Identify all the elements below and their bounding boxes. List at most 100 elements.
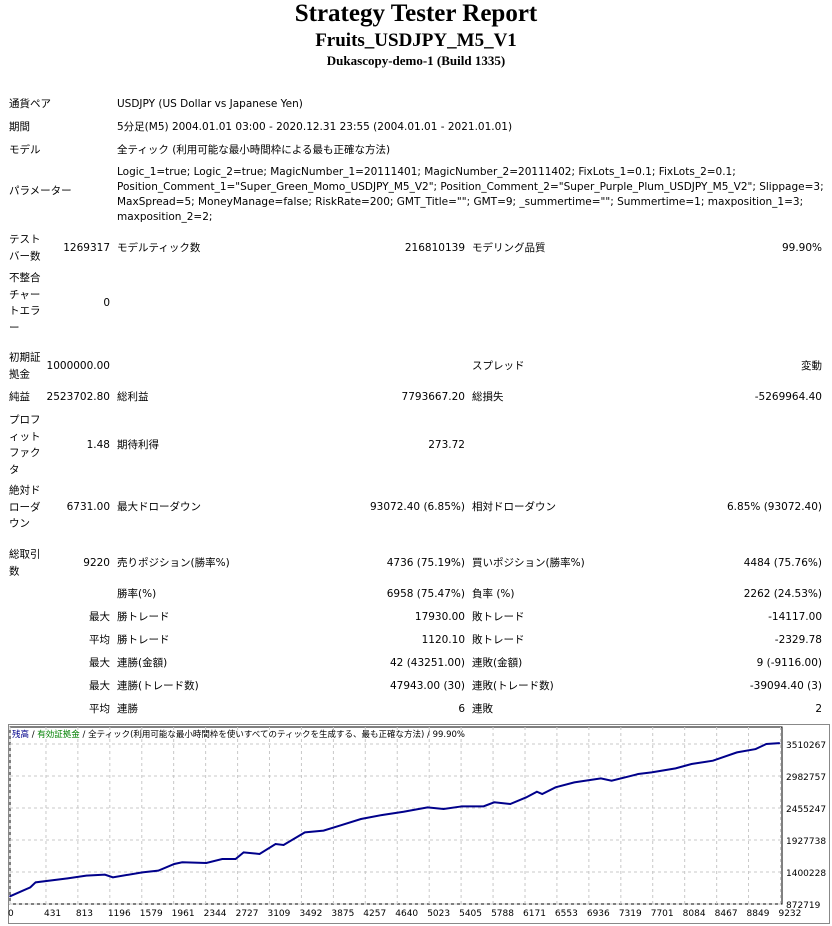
row-label-2: 勝トレード: [117, 611, 170, 623]
pf-value-2: 273.72: [428, 439, 465, 451]
pf-label: プロフィットファクタ: [9, 414, 41, 476]
row-value-2: 6: [458, 703, 465, 715]
y-tick-label: 1927738: [786, 837, 826, 847]
row-label-2: 連勝: [117, 703, 138, 715]
net-value: 2523702.80: [46, 391, 110, 403]
x-tick-label: 4257: [363, 909, 386, 919]
balance-point: [9, 895, 11, 898]
balance-point: [205, 862, 208, 864]
balance-chart: 0 431 813 1196 1579 1961 2344 2727 3109 3492 3875 4…: [8, 724, 830, 924]
balance-point: [322, 829, 325, 832]
model-label: モデル: [9, 143, 41, 156]
trades-label: 総取引数: [9, 548, 41, 578]
trades-label-3: 買いポジション(勝率%): [472, 557, 585, 569]
balance-point: [304, 831, 306, 834]
x-tick-label: 5023: [427, 909, 450, 919]
balance-point: [181, 861, 184, 864]
balance-point: [637, 773, 639, 775]
x-tick-label: 8084: [683, 909, 706, 919]
x-tick-label: 6171: [523, 909, 546, 919]
balance-point: [493, 801, 496, 804]
x-tick-label: 1579: [140, 909, 163, 919]
pf-label-2: 期待利得: [117, 439, 159, 451]
parameters-line: MaxSpread=5; MoneyManage=false; RiskRate…: [117, 196, 804, 208]
x-tick-label: 6553: [555, 909, 578, 919]
row-value-2: 47943.00 (30): [390, 680, 465, 692]
row-value-2: 42 (43251.00): [390, 657, 465, 669]
mismatch-label: 不整合チャートエラー: [9, 272, 41, 334]
symbol-label: 通貨ペア: [9, 97, 51, 110]
parameters-line: maxposition_2=2;: [117, 211, 213, 223]
balance-point: [690, 763, 693, 765]
x-tick-label: 431: [44, 909, 61, 919]
row-label-3: 負率 (%): [472, 588, 515, 600]
row-value-2: 1120.10: [421, 634, 465, 646]
balance-point: [573, 781, 576, 784]
x-tick-label: 7701: [651, 909, 674, 919]
legend-sep: /: [29, 730, 37, 740]
x-tick-label: 4640: [395, 909, 418, 919]
symbol-value: USDJPY (US Dollar vs Japanese Yen): [117, 98, 303, 110]
balance-point: [66, 877, 69, 880]
row-prefix: 最大: [89, 680, 110, 692]
x-tick-label: 2344: [204, 909, 227, 919]
dd-value-3: 6.85% (93072.40): [727, 501, 822, 513]
balance-point: [141, 871, 144, 874]
x-tick-label: 5788: [491, 909, 514, 919]
x-tick-label: 3109: [267, 909, 290, 919]
balance-point: [282, 844, 285, 846]
period-value: 5分足(M5) 2004.01.01 03:00 - 2020.12.31 23…: [117, 121, 513, 133]
y-tick-label: 3510267: [786, 741, 826, 751]
row-prefix: 最大: [89, 611, 110, 623]
x-tick-label: 5405: [459, 909, 482, 919]
row-value-3: 9 (-9116.00): [756, 657, 822, 669]
balance-line: [9, 742, 780, 898]
trades-value-3: 4484 (75.76%): [743, 557, 822, 569]
dd-value: 6731.00: [66, 501, 110, 513]
bars-label-3: モデリング品質: [472, 242, 546, 254]
deposit-label-3: スプレッド: [472, 360, 525, 372]
balance-point: [112, 876, 114, 879]
y-tick-label: 1400228: [786, 869, 826, 879]
pf-value: 1.48: [86, 439, 110, 451]
balance-point: [34, 881, 37, 884]
balance-point: [525, 796, 528, 799]
balance-point: [258, 853, 261, 855]
chart-legend: 残高 / 有効証拠金 / 全ティック(利用可能な最小時間枠を使いすべてのティック…: [12, 729, 465, 740]
report-title: Strategy Tester Report: [294, 0, 538, 27]
balance-point: [778, 742, 781, 744]
x-tick-label: 1961: [172, 909, 195, 919]
parameters-line: Logic_1=true; Logic_2=true; MagicNumber_…: [117, 166, 736, 178]
net-label: 純益: [9, 390, 30, 403]
x-tick-label: 9232: [778, 909, 801, 919]
balance-point: [104, 873, 106, 876]
parameters-label: パラメーター: [9, 184, 72, 197]
parameters-line: Position_Comment_1="Super_Green_Momo_USD…: [117, 181, 824, 193]
bars-value: 1269317: [63, 242, 110, 254]
balance-point: [338, 824, 341, 827]
bars-label-2: モデルティック数: [117, 242, 201, 254]
dd-value-2: 93072.40 (6.85%): [370, 501, 465, 513]
row-value-2: 6958 (75.47%): [386, 588, 465, 600]
row-label-2: 連勝(トレード数): [117, 680, 199, 692]
dd-label: 絶対ドローダウン: [9, 484, 41, 530]
row-value-3: -2329.78: [774, 634, 822, 646]
balance-point: [650, 771, 653, 774]
balance-point: [426, 806, 429, 809]
mismatch-value: 0: [103, 297, 110, 309]
deposit-label: 初期証拠金: [9, 351, 41, 381]
server-build: Dukascopy-demo-1 (Build 1335): [326, 53, 506, 68]
balance-point: [221, 858, 224, 860]
row-prefix: 平均: [89, 703, 110, 715]
deposit-value-3: 変動: [801, 360, 822, 372]
row-label-2: 連勝(金額): [117, 657, 168, 669]
balance-point: [173, 863, 176, 865]
row-value-2: 17930.00: [414, 611, 465, 623]
x-tick-label: 8467: [715, 909, 738, 919]
net-value-2: 7793667.20: [401, 391, 465, 403]
row-label-3: 連敗: [472, 703, 493, 715]
balance-point: [541, 793, 544, 795]
bars-label: テストバー数: [9, 233, 41, 263]
row-prefix: 平均: [89, 634, 110, 646]
balance-point: [234, 858, 237, 860]
